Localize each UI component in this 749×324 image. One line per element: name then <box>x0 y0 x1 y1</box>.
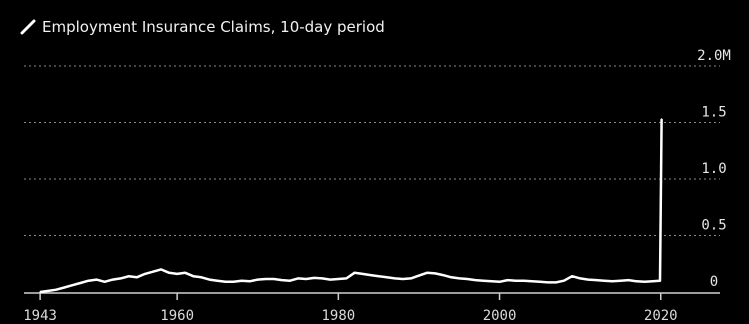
data-point <box>208 278 211 281</box>
data-point <box>176 273 178 275</box>
data-point <box>660 118 663 120</box>
data-point <box>321 277 324 280</box>
data-point <box>531 280 533 283</box>
data-point <box>47 290 49 292</box>
data-point <box>136 276 138 279</box>
data-point <box>232 281 235 283</box>
data-point <box>224 281 227 283</box>
data-point <box>119 277 122 280</box>
series-group <box>39 118 663 294</box>
data-point <box>152 270 154 273</box>
data-point <box>434 272 436 275</box>
data-point <box>458 277 461 280</box>
data-point <box>595 279 598 281</box>
data-point <box>450 276 453 279</box>
data-point <box>95 278 98 281</box>
data-point <box>184 272 186 274</box>
data-point <box>87 279 90 282</box>
data-point <box>192 275 195 278</box>
data-point <box>281 279 283 281</box>
data-point <box>144 273 146 275</box>
data-point <box>265 278 267 280</box>
data-point <box>410 277 412 280</box>
data-point <box>587 278 589 281</box>
data-point <box>643 281 646 283</box>
data-point <box>111 278 114 281</box>
data-point <box>426 272 428 274</box>
data-point <box>498 281 501 283</box>
data-point <box>240 279 243 282</box>
data-point <box>418 274 420 277</box>
data-point <box>337 278 340 280</box>
data-point <box>103 281 106 283</box>
y-axis-labels: 2.0M 1.5 1.0 0.5 0 <box>697 48 731 290</box>
data-point <box>539 281 541 283</box>
data-point <box>603 279 606 282</box>
y-tick-label: 1.0 <box>701 161 726 177</box>
data-point <box>128 275 130 278</box>
data-point <box>160 268 162 271</box>
data-point <box>361 273 364 275</box>
x-tick-label: 2020 <box>644 308 678 324</box>
x-tick-label: 1960 <box>160 308 194 324</box>
data-point <box>619 279 622 282</box>
data-point <box>394 277 396 280</box>
data-point <box>651 280 654 283</box>
y-tick-label: 0.5 <box>701 218 726 234</box>
data-point <box>474 279 477 281</box>
y-tick-label: 1.5 <box>701 105 726 121</box>
data-point <box>329 278 332 281</box>
legend-line-icon <box>20 19 36 35</box>
gridlines <box>24 65 720 236</box>
data-point <box>369 274 372 276</box>
data-point <box>345 277 348 280</box>
x-tick-label: 1943 <box>23 308 57 324</box>
data-point <box>611 280 614 283</box>
data-point <box>482 279 485 282</box>
data-point <box>273 278 275 280</box>
data-point <box>55 288 57 291</box>
data-point <box>353 272 356 274</box>
legend-label: Employment Insurance Claims, 10-day peri… <box>42 18 385 36</box>
data-point <box>627 279 630 281</box>
data-point <box>313 277 316 279</box>
data-point <box>563 279 565 282</box>
data-point <box>522 279 525 282</box>
data-point <box>547 281 549 284</box>
data-point <box>79 282 82 284</box>
data-point <box>216 279 219 282</box>
data-point <box>514 279 517 282</box>
data-point <box>635 280 638 283</box>
data-point <box>659 279 661 282</box>
y-tick-label: 2.0M <box>697 48 731 64</box>
data-point <box>297 277 299 280</box>
data-point <box>256 278 259 281</box>
data-point <box>377 275 380 278</box>
data-point <box>571 275 573 278</box>
data-point <box>305 278 307 280</box>
data-point <box>660 200 662 203</box>
data-point <box>168 272 170 274</box>
data-point <box>555 281 557 284</box>
data-point <box>289 279 291 282</box>
data-point <box>63 286 66 289</box>
data-point <box>200 276 203 279</box>
data-point <box>466 278 469 280</box>
data-point <box>385 276 388 279</box>
y-tick-label: 0 <box>710 274 718 290</box>
data-point <box>39 291 41 293</box>
data-point <box>490 280 493 283</box>
data-point <box>71 284 74 287</box>
data-point <box>442 274 444 276</box>
legend: Employment Insurance Claims, 10-day peri… <box>20 16 385 38</box>
data-point <box>402 278 404 280</box>
series-line <box>39 119 663 294</box>
x-tick-label: 2000 <box>483 308 517 324</box>
data-point <box>506 279 509 281</box>
x-tick-label: 1980 <box>321 308 355 324</box>
data-point <box>248 280 251 283</box>
data-point <box>579 277 581 280</box>
x-axis: 1943 1960 1980 2000 2020 <box>23 292 720 324</box>
